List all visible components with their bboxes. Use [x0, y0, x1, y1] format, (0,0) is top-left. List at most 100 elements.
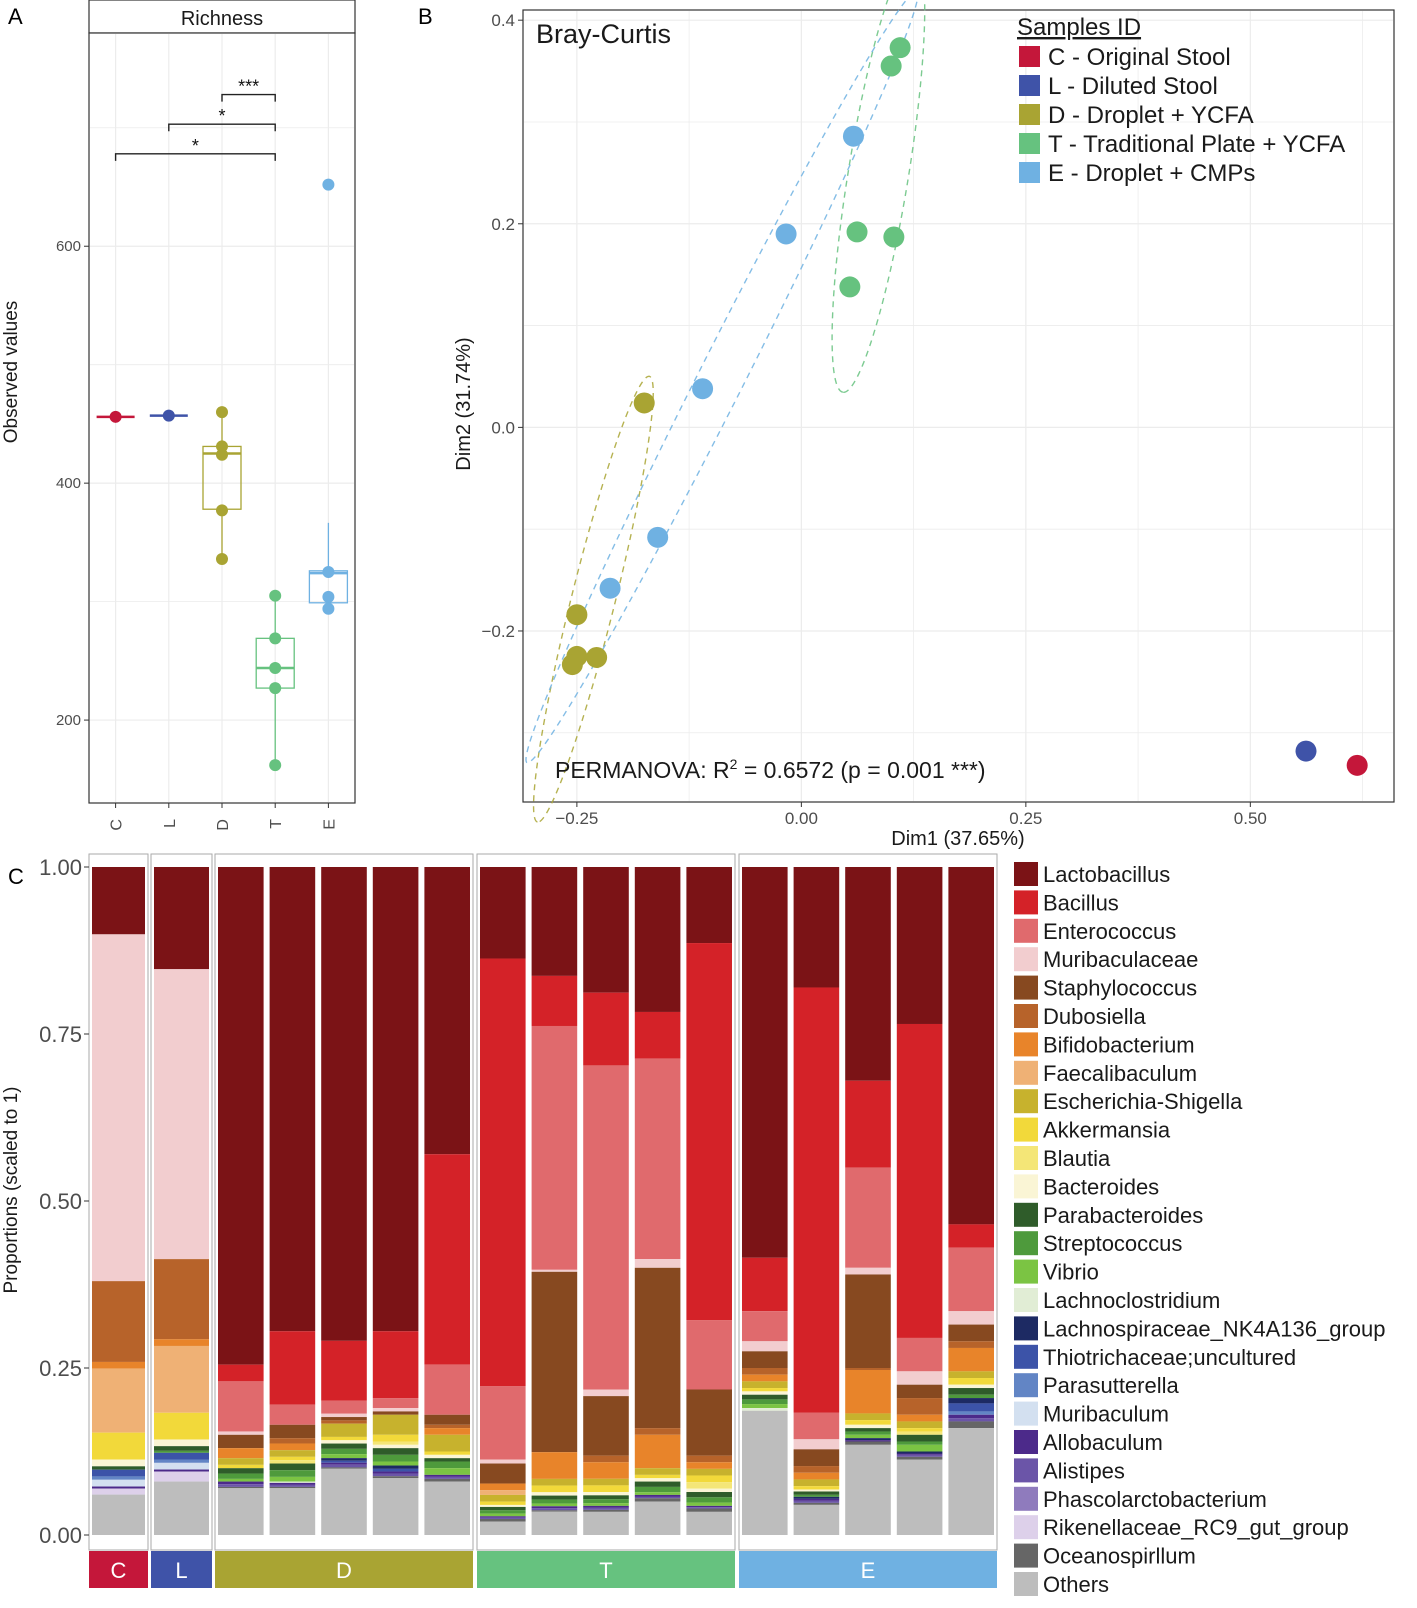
composition-axes: 0.00 0.25 0.50 0.75 1.00: [39, 855, 89, 1548]
bar-segment: [896, 1414, 943, 1422]
bar-segment: [321, 1468, 367, 1535]
bar-segment: [583, 1396, 629, 1456]
permanova-prefix: PERMANOVA: R: [555, 757, 730, 783]
richness-point: [216, 552, 228, 565]
bar-segment: [583, 1511, 629, 1535]
bar-segment: [634, 1496, 681, 1499]
bar-segment: [793, 1439, 840, 1450]
legend-label: Lachnoclostridium: [1043, 1288, 1220, 1313]
bar-segment: [372, 1468, 419, 1472]
bar-segment: [896, 1421, 943, 1429]
bar-segment: [583, 1492, 629, 1496]
bar-segment: [845, 1441, 891, 1445]
richness-point: [322, 602, 335, 615]
bar-segment: [269, 1481, 316, 1483]
bar-segment: [686, 1320, 732, 1390]
sample-point-D: [561, 654, 583, 676]
bar-segment: [424, 1428, 470, 1435]
bar-segment: [321, 1454, 367, 1459]
bar-segment: [686, 1455, 732, 1463]
bar-segment: [92, 1479, 145, 1487]
sample-point-D: [633, 392, 655, 414]
strip-label: E: [861, 1558, 876, 1583]
bar-segment: [269, 1438, 316, 1444]
legend-swatch: [1014, 1032, 1038, 1057]
ellipse-D: [532, 375, 654, 823]
ellipse-E: [525, 0, 919, 764]
strip-L: [151, 1551, 212, 1588]
legend-label: Phascolarctobacterium: [1043, 1487, 1267, 1512]
ordination-panel: −0.25 0.00 0.25 0.50 −0.2 0.0 0.2 0.4 Bray-Curt…: [453, 0, 1395, 850]
bar-segment: [583, 1507, 629, 1510]
y-tick-label: 0.50: [39, 1189, 82, 1214]
sample-point-E: [647, 526, 669, 548]
bar-segment: [742, 1408, 788, 1411]
bar-segment: [896, 1453, 943, 1455]
bar-segment: [372, 1331, 419, 1399]
bar-segment: [154, 1471, 209, 1482]
bar-segment: [372, 1408, 419, 1412]
legend-swatch: [1014, 1316, 1038, 1341]
legend-label: Lachnospiraceae_NK4A136_group: [1043, 1316, 1385, 1341]
richness-point: [162, 409, 175, 422]
bar-segment: [480, 1521, 526, 1535]
bar-segment: [269, 1424, 316, 1439]
panel-label-c: C: [8, 864, 24, 889]
bar-segment: [218, 1448, 264, 1459]
bar-segment: [321, 1436, 367, 1441]
bar-segment: [793, 1502, 840, 1505]
bar-segment: [218, 1486, 264, 1489]
sample-point-T: [880, 55, 902, 77]
bar-segment: [793, 987, 840, 1413]
bar-segment: [742, 1410, 788, 1535]
bar-segment: [480, 1516, 526, 1518]
bar-segment: [321, 1462, 367, 1465]
bar-segment: [583, 1499, 629, 1504]
bar-segment: [896, 1023, 943, 1338]
bar-segment: [269, 1460, 316, 1464]
richness-point: [269, 682, 282, 695]
bar-segment: [269, 1404, 316, 1425]
bar-segment: [634, 867, 681, 1012]
bar-segment: [742, 1391, 788, 1395]
bar-segment: [269, 1482, 316, 1485]
strip-T: [477, 1551, 735, 1588]
legend-swatch-D: [1019, 104, 1040, 125]
bar-segment: [372, 1454, 419, 1462]
bar-segment: [218, 1484, 264, 1487]
bar-segment: [948, 1411, 994, 1415]
bar-segment: [634, 1428, 681, 1435]
legend-label: T - Traditional Plate + YCFA: [1048, 131, 1345, 158]
bar-segment: [742, 1394, 788, 1400]
bar-segment: [896, 867, 943, 1024]
bar-segment: [531, 867, 578, 976]
sample-point-T: [883, 226, 905, 248]
bar-segment: [480, 958, 526, 1387]
y-tick-label: 600: [56, 238, 81, 255]
bar-segment: [92, 934, 145, 1282]
bar-segment: [321, 1400, 367, 1414]
bar-segment: [686, 867, 732, 944]
bar-segment: [269, 1470, 316, 1477]
richness-point: [269, 759, 282, 772]
panel-label-b: B: [418, 4, 433, 29]
bar-segment: [154, 1412, 209, 1440]
bar-segment: [634, 1434, 681, 1469]
bar-segment: [480, 1506, 526, 1511]
bar-segment: [218, 1381, 264, 1432]
bar-segment: [321, 1423, 367, 1437]
bar-segment: [845, 1434, 891, 1439]
bar-segment: [634, 1498, 681, 1502]
legend-swatch: [1014, 1231, 1038, 1256]
richness-point: [322, 178, 335, 191]
legend-swatch-T: [1019, 133, 1040, 154]
bar-segment: [372, 1465, 419, 1469]
bar-segment: [531, 975, 578, 1026]
legend-label: Vibrio: [1043, 1260, 1099, 1285]
bar-segment: [793, 1412, 840, 1440]
bar-segment: [845, 1431, 891, 1435]
bar-segment: [480, 1386, 526, 1460]
bar-segment: [424, 1474, 470, 1477]
bar-segment: [583, 867, 629, 993]
bar-segment: [793, 1449, 840, 1467]
